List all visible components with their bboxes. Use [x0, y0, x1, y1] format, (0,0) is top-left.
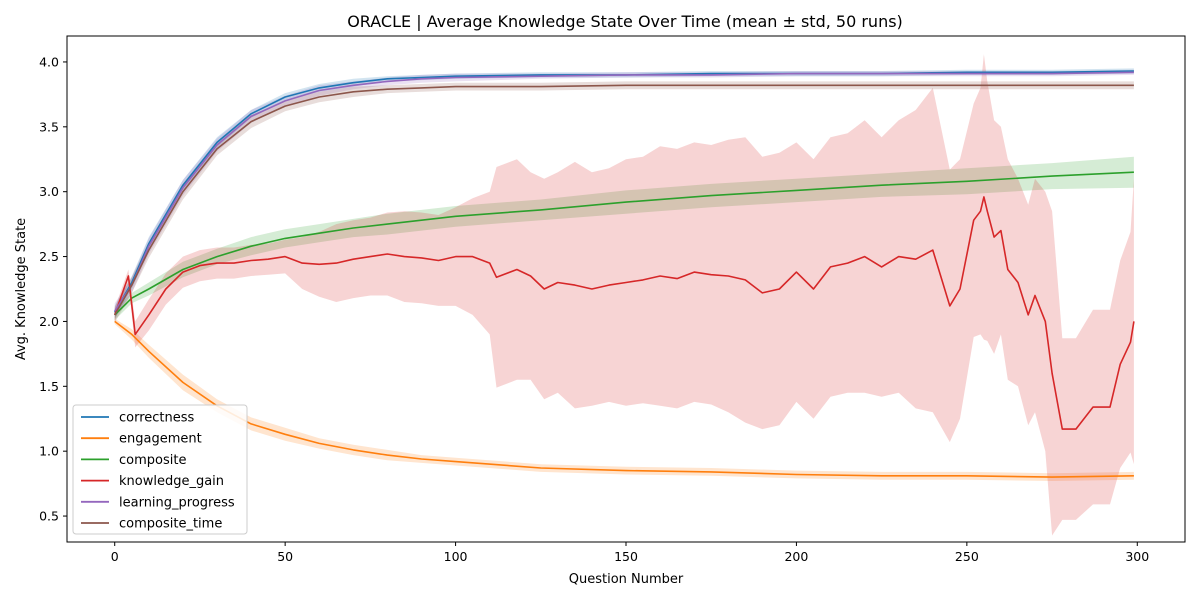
x-tick-label: 0: [111, 549, 119, 564]
y-tick-label: 0.5: [39, 509, 59, 524]
x-tick-label: 150: [614, 549, 638, 564]
y-tick-label: 1.0: [39, 444, 59, 459]
legend-box: [72, 404, 248, 535]
y-axis-ticks: 0.5 1.0 1.5 2.0 2.5 3.0 3.5 4.0: [39, 54, 67, 524]
legend-label-composite: composite: [119, 453, 186, 468]
legend-label-engagement: engagement: [119, 432, 202, 447]
x-tick-label: 250: [955, 549, 979, 564]
series-line-knowledge-gain: [113, 196, 1135, 430]
legend-label-correctness: correctness: [119, 411, 195, 426]
y-tick-label: 2.5: [39, 249, 59, 264]
x-tick-label: 200: [784, 549, 808, 564]
x-axis-label: Question Number: [569, 572, 684, 587]
series-line-composite: [114, 171, 1134, 316]
series-line-learning-progress: [114, 71, 1134, 312]
series-line-engagement: [114, 320, 1134, 478]
x-tick-label: 100: [444, 549, 468, 564]
legend-label-composite-time: composite_time: [119, 517, 222, 532]
series-line-composite-time: [114, 84, 1134, 316]
y-tick-label: 4.0: [39, 54, 59, 69]
series-lines: [113, 70, 1135, 478]
x-tick-label: 50: [277, 549, 293, 564]
y-tick-label: 1.5: [39, 379, 59, 394]
y-axis-label: Avg. Knowledge State: [14, 218, 29, 360]
std-band-composite: [114, 156, 1134, 321]
legend-label-learning-progress: learning_progress: [119, 495, 235, 510]
chart-title: ORACLE | Average Knowledge State Over Ti…: [347, 12, 903, 31]
y-tick-label: 3.5: [39, 119, 59, 134]
legend: correctness engagement composite knowledge_…: [72, 404, 248, 535]
legend-label-knowledge-gain: knowledge_gain: [119, 474, 224, 489]
std-bands: [114, 54, 1134, 536]
std-band-knowledge-gain: [114, 54, 1134, 536]
y-tick-label: 2.0: [39, 314, 59, 329]
x-tick-label: 300: [1125, 549, 1149, 564]
y-tick-label: 3.0: [39, 184, 59, 199]
x-axis-ticks: 0 50 100 150 200 250 300: [111, 542, 1149, 564]
